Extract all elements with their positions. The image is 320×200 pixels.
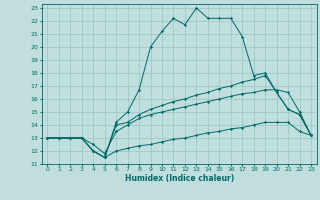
- X-axis label: Humidex (Indice chaleur): Humidex (Indice chaleur): [124, 174, 234, 183]
